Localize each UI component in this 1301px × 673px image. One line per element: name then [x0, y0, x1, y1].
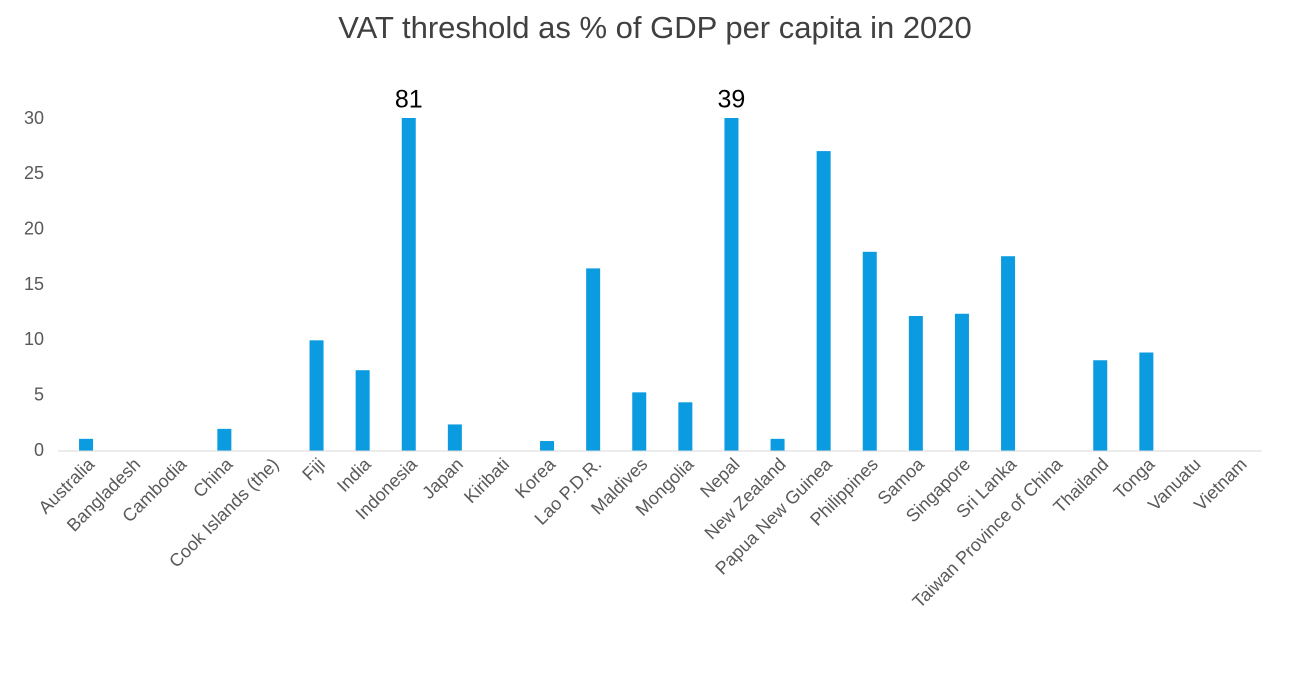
y-tick-label: 25	[24, 163, 44, 183]
y-tick-label: 10	[24, 329, 44, 349]
x-tick-label: India	[333, 453, 375, 495]
y-tick-label: 5	[34, 384, 44, 404]
y-tick-label: 30	[24, 108, 44, 128]
bar	[355, 370, 370, 451]
y-tick-label: 15	[24, 274, 44, 294]
bar	[908, 315, 923, 451]
bar	[401, 118, 416, 452]
bar	[586, 268, 601, 451]
bar	[678, 402, 693, 451]
x-tick-label: Kiribati	[460, 454, 513, 507]
bar	[1093, 360, 1108, 451]
bar	[954, 313, 969, 451]
bar	[1139, 352, 1154, 451]
bar	[447, 424, 462, 451]
y-tick-label: 20	[24, 218, 44, 238]
bar	[724, 118, 739, 452]
data-label: 81	[395, 86, 423, 114]
bar	[79, 438, 94, 451]
bar	[217, 428, 232, 451]
bar	[862, 251, 877, 451]
chart-title: VAT threshold as % of GDP per capita in …	[338, 10, 972, 45]
bar	[632, 392, 647, 451]
bar	[1001, 256, 1016, 451]
x-tick-label: Japan	[418, 454, 467, 503]
bar	[770, 438, 785, 451]
data-label: 39	[718, 86, 746, 114]
bar	[309, 340, 324, 451]
y-tick-label: 0	[34, 440, 44, 460]
bar	[540, 441, 555, 451]
bar	[816, 151, 831, 452]
x-tick-label: Fiji	[298, 454, 328, 484]
plot-area	[79, 118, 1154, 452]
